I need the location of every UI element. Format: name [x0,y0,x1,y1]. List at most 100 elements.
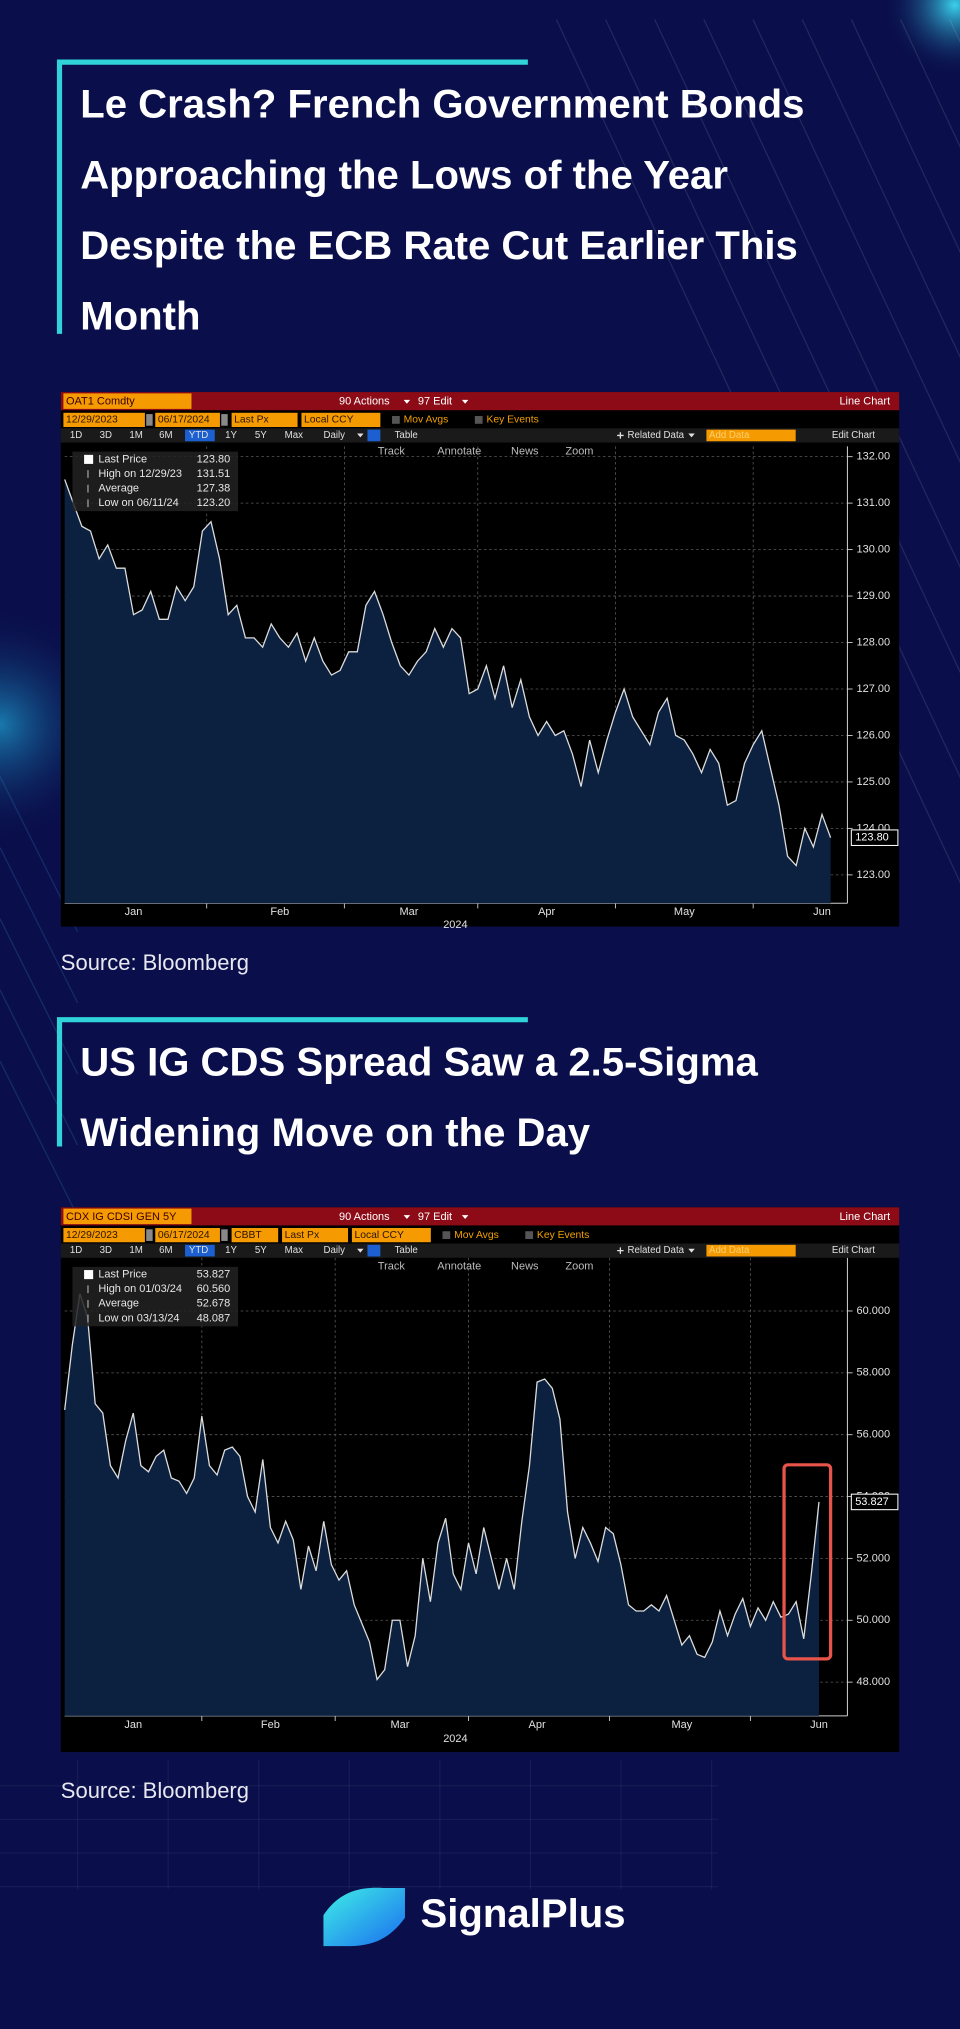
tool[interactable]: News [511,1261,539,1273]
menu-item[interactable]: 90 Actions [339,396,390,408]
menu-item[interactable]: 97 Edit [418,396,452,408]
x-tick-label: Mar [399,906,418,918]
end-date: 06/17/2024 [158,415,210,426]
add-data-box [706,429,796,442]
legend-swatch [84,1270,94,1280]
legend-value: 53.827 [197,1269,231,1281]
tool[interactable]: Zoom [565,1261,593,1273]
legend-value: 123.20 [197,497,231,509]
x-axis-label: 2024 [443,1733,467,1745]
tool[interactable]: Zoom [565,446,593,458]
period[interactable]: 1D [70,1245,82,1256]
x-axis-label: 2024 [443,919,467,931]
deco-line [0,989,79,1146]
study[interactable]: Key Events [486,415,538,426]
period[interactable]: 1Y [225,430,237,441]
source: Source: Bloomberg [61,950,249,975]
ticker: OAT1 Comdty [66,396,135,408]
dropdown-arrow [357,1248,364,1253]
period[interactable]: 5Y [255,430,267,441]
checkbox [442,1231,451,1240]
deco-line [0,847,79,1004]
menu-item[interactable]: 97 Edit [418,1211,452,1223]
tool[interactable]: News [511,446,539,458]
frequency: Daily [323,430,345,441]
y-tick-label: 56.000 [856,1429,890,1441]
field: Local CCY [304,415,354,426]
spinner [221,414,228,426]
y-tick-label: 129.00 [856,590,890,602]
deco-line [801,19,960,359]
period[interactable]: YTD [189,430,208,441]
source: Source: Bloomberg [61,1778,249,1803]
period[interactable]: 1M [129,1245,142,1256]
section-title: Le Crash? French Government Bonds [80,83,804,127]
period[interactable]: 5Y [255,1245,267,1256]
date-box [155,412,220,428]
related-data: Related Data [627,1245,684,1256]
checkbox [525,1231,534,1240]
field: CBBT [234,1230,262,1241]
tool[interactable]: Track [378,1261,406,1273]
title-bracket [56,59,528,334]
field-box [301,412,381,428]
period[interactable]: 1D [70,430,82,441]
study[interactable]: Mov Avgs [404,415,449,426]
period[interactable]: 3D [100,1245,112,1256]
deco-line [752,19,960,464]
period[interactable]: 1M [129,430,142,441]
tool[interactable]: Annotate [437,1261,481,1273]
study[interactable]: Mov Avgs [454,1230,499,1241]
legend-label: Average [98,1298,139,1310]
last-value-tag [850,1493,899,1511]
legend-label: High on 12/29/23 [98,468,182,480]
dropdown-arrow [688,1248,695,1253]
period-active [185,1244,215,1257]
table-button: Table [395,1245,418,1256]
y-tick-label: 126.00 [856,729,890,741]
period[interactable]: Max [285,1245,303,1256]
x-tick-label: Mar [390,1719,409,1731]
legend-value: 52.678 [197,1298,231,1310]
edit-chart: Edit Chart [832,1245,875,1256]
legend-label: Last Price [98,453,147,465]
brand-name: SignalPlus [420,1892,625,1936]
x-tick-label: May [674,906,695,918]
decoration [0,19,960,1890]
period[interactable]: Max [285,430,303,441]
y-tick-label: 127.00 [856,683,890,695]
series-line [64,1293,820,1681]
period[interactable]: 6M [159,1245,172,1256]
field-box [351,1228,431,1243]
x-tick-label: Feb [261,1719,280,1731]
chart-type-icon [367,1244,381,1257]
checkbox [474,416,483,424]
legend-value: 48.087 [197,1312,231,1324]
deco-line [850,19,960,254]
study[interactable]: Key Events [537,1230,589,1241]
tool[interactable]: Track [378,446,406,458]
legend-value: 60.560 [197,1283,231,1295]
y-tick-label: 123.00 [856,869,890,881]
period[interactable]: YTD [189,1245,208,1256]
period[interactable]: 1Y [225,1245,237,1256]
period[interactable]: 3D [100,430,112,441]
date-box [155,1228,220,1243]
y-tick-label: 48.000 [856,1676,890,1688]
legend-label: Average [98,483,139,495]
tool[interactable]: Annotate [437,446,481,458]
field: Last Px [285,1230,320,1241]
edit-chart: Edit Chart [832,430,875,441]
section-title: Widening Move on the Day [80,1111,591,1155]
toolbar-row [60,1243,900,1258]
ticker-box [63,393,192,409]
x-tick-label: Jun [813,906,831,918]
legend-label: Low on 03/13/24 [98,1312,179,1324]
menu-item[interactable]: 90 Actions [339,1211,390,1223]
plus-icon [617,432,624,439]
deco-line [0,1060,79,1217]
period[interactable]: 6M [159,430,172,441]
x-tick-label: Feb [270,906,289,918]
related-data: Related Data [627,430,684,441]
